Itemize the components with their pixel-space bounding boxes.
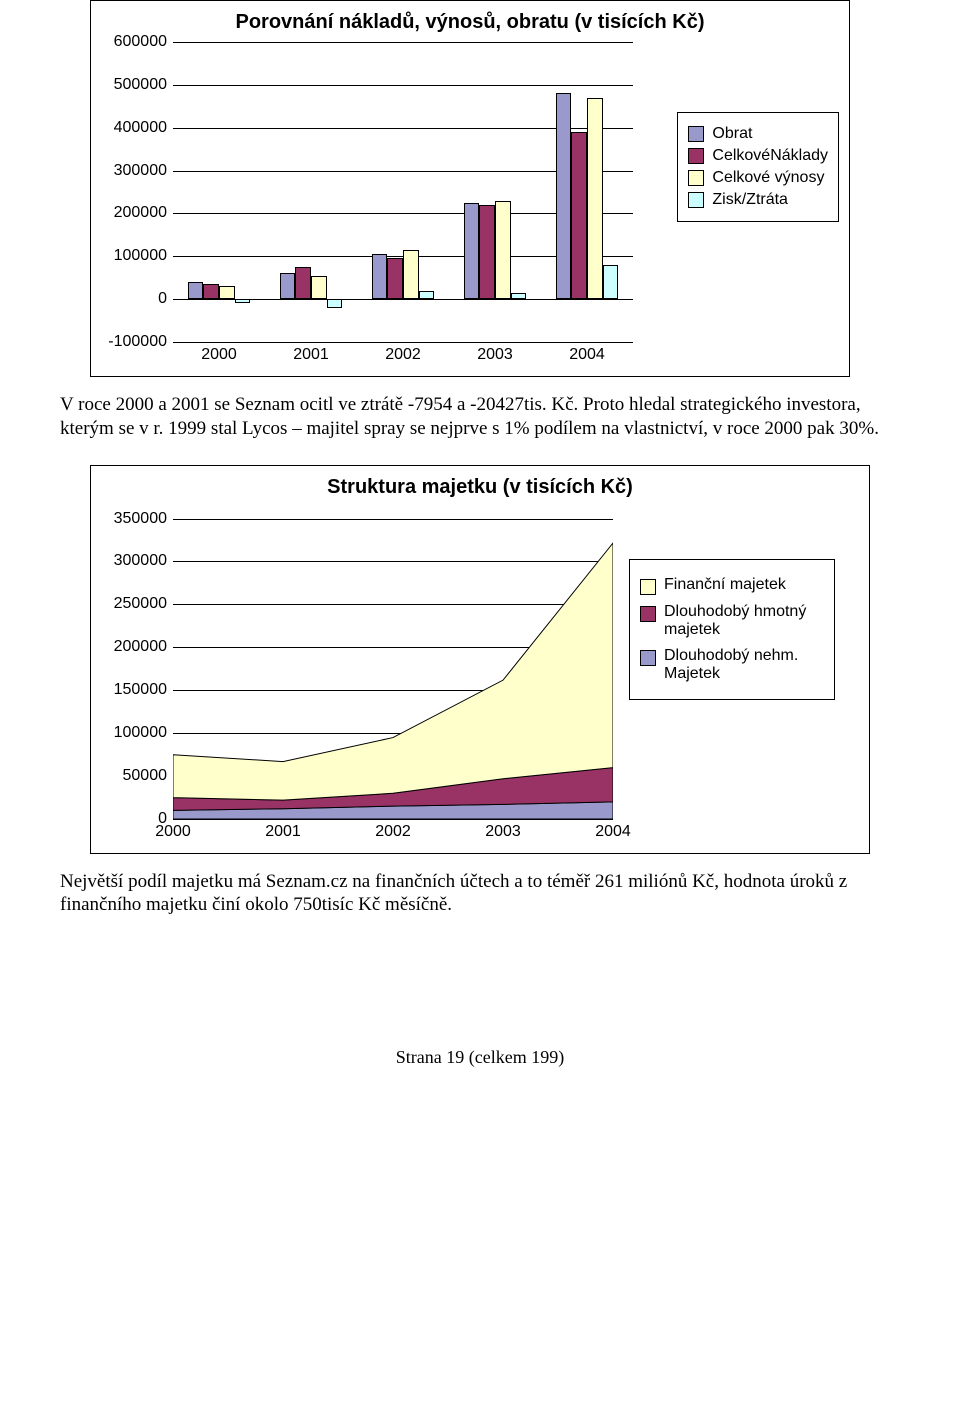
legend-label: Celkové výnosy (712, 169, 824, 187)
chart1-bar (219, 286, 235, 299)
chart1-bar (295, 267, 311, 299)
chart1-bar (280, 273, 296, 299)
legend-swatch (640, 579, 656, 595)
legend-swatch (688, 170, 704, 186)
chart2-y-tick-label: 350000 (114, 510, 173, 528)
chart1-bar (464, 203, 480, 299)
chart1-bar (571, 132, 587, 299)
chart1-y-tick-label: -100000 (108, 333, 173, 351)
chart1-legend-item: Zisk/Ztráta (688, 191, 828, 209)
chart1-bar (556, 93, 572, 299)
chart1-title: Porovnání nákladů, výnosů, obratu (v tis… (91, 1, 849, 38)
chart2-x-tick-label: 2003 (485, 819, 521, 841)
chart1-y-tick-label: 600000 (114, 33, 173, 51)
chart1-legend-item: Obrat (688, 125, 828, 143)
chart2-svg (173, 519, 613, 819)
chart1-bar (419, 291, 435, 300)
legend-label: CelkovéNáklady (712, 147, 828, 165)
chart1-y-tick-label: 300000 (114, 162, 173, 180)
legend-label: Finanční majetek (664, 576, 786, 594)
chart1-x-tick-label: 2004 (569, 342, 605, 364)
chart2-container: Struktura majetku (v tisících Kč) 050000… (90, 465, 870, 854)
chart2-y-tick-label: 150000 (114, 681, 173, 699)
chart2-x-tick-label: 2004 (595, 819, 631, 841)
paragraph-2: Největší podíl majetku má Seznam.cz na f… (60, 870, 900, 918)
chart1-bar (587, 98, 603, 299)
legend-label: Dlouhodobý nehm. Majetek (664, 647, 824, 683)
chart1-container: Porovnání nákladů, výnosů, obratu (v tis… (90, 0, 850, 377)
legend-label: Obrat (712, 125, 752, 143)
chart1-bar (188, 282, 204, 299)
chart1-x-tick-label: 2003 (477, 342, 513, 364)
chart1-y-tick-label: 500000 (114, 76, 173, 94)
chart2-legend: Finanční majetek Dlouhodobý hmotný majete… (629, 559, 835, 700)
chart1-x-tick-label: 2002 (385, 342, 421, 364)
legend-swatch (688, 148, 704, 164)
chart1-plot: -100000010000020000030000040000050000060… (173, 42, 633, 342)
chart1-y-tick-label: 400000 (114, 119, 173, 137)
chart1-y-tick-label: 0 (158, 290, 173, 308)
chart2-plot: 0500001000001500002000002500003000003500… (173, 519, 613, 819)
chart1-bar (603, 265, 619, 299)
legend-swatch (688, 126, 704, 142)
chart2-legend-item: Finanční majetek (640, 576, 824, 595)
chart1-bar (311, 276, 327, 300)
chart2-y-tick-label: 50000 (123, 767, 174, 785)
chart1-bar (479, 205, 495, 299)
chart1-x-tick-label: 2000 (201, 342, 237, 364)
chart1-y-tick-label: 100000 (114, 247, 173, 265)
chart1-bar (235, 299, 251, 302)
chart2-y-tick-label: 250000 (114, 595, 173, 613)
chart2-legend-item: Dlouhodobý hmotný majetek (640, 603, 824, 639)
page: Porovnání nákladů, výnosů, obratu (v tis… (0, 0, 960, 1128)
chart1-bar (387, 258, 403, 299)
chart1-gridline (173, 42, 633, 43)
chart1-body: -100000010000020000030000040000050000060… (91, 38, 849, 350)
legend-label: Dlouhodobý hmotný majetek (664, 603, 824, 639)
chart2-area (173, 543, 613, 800)
chart1-gridline (173, 85, 633, 86)
chart1-y-tick-label: 200000 (114, 204, 173, 222)
paragraph-1: V roce 2000 a 2001 se Seznam ocitl ve zt… (60, 393, 900, 441)
chart2-y-tick-label: 100000 (114, 724, 173, 742)
legend-swatch (640, 606, 656, 622)
chart2-legend-item: Dlouhodobý nehm. Majetek (640, 647, 824, 683)
chart1-bar (372, 254, 388, 299)
legend-swatch (640, 650, 656, 666)
chart1-legend: Obrat CelkovéNáklady Celkové výnosy Zisk/Zt… (677, 112, 839, 222)
chart2-x-tick-label: 2002 (375, 819, 411, 841)
chart2-x-tick-label: 2001 (265, 819, 301, 841)
chart1-bar (403, 250, 419, 299)
chart1-bar (327, 299, 343, 308)
page-footer: Strana 19 (celkem 199) (60, 1047, 900, 1068)
chart2-y-tick-label: 200000 (114, 638, 173, 656)
chart1-bar (203, 284, 219, 299)
chart2-body: 0500001000001500002000002500003000003500… (91, 503, 869, 827)
chart1-legend-item: Celkové výnosy (688, 169, 828, 187)
chart2-title: Struktura majetku (v tisících Kč) (91, 466, 869, 503)
chart1-bar (495, 201, 511, 300)
chart2-x-tick-label: 2000 (155, 819, 191, 841)
legend-swatch (688, 192, 704, 208)
legend-label: Zisk/Ztráta (712, 191, 788, 209)
chart1-legend-item: CelkovéNáklady (688, 147, 828, 165)
chart1-x-tick-label: 2001 (293, 342, 329, 364)
chart1-bar (511, 293, 527, 299)
chart2-y-tick-label: 300000 (114, 552, 173, 570)
